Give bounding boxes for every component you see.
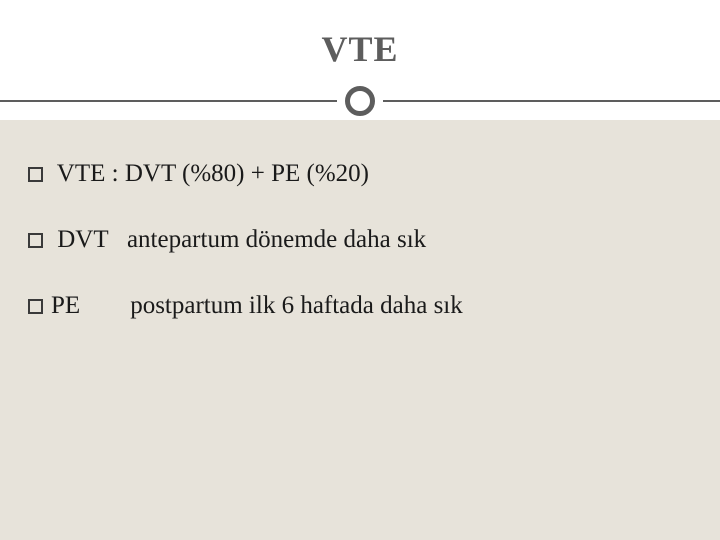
bullet-item: VTE : DVT (%80) + PE (%20) xyxy=(28,160,692,188)
bullet-text: postpartum ilk 6 haftada daha sık xyxy=(130,292,463,320)
bullet-label: PE xyxy=(51,292,130,320)
bullet-text: DVT (%80) + PE (%20) xyxy=(125,160,369,188)
circle-icon xyxy=(345,86,375,116)
slide: VTE VTE : DVT (%80) + PE (%20) DVT antep… xyxy=(0,0,720,540)
square-bullet-icon xyxy=(28,233,43,248)
bullet-label: DVT xyxy=(51,226,127,254)
square-bullet-icon xyxy=(28,167,43,182)
title-region: VTE xyxy=(0,0,720,120)
content-region: VTE : DVT (%80) + PE (%20) DVT antepartu… xyxy=(0,120,720,540)
bullet-text: antepartum dönemde daha sık xyxy=(127,226,426,254)
slide-title: VTE xyxy=(0,28,720,70)
bullet-item: PE postpartum ilk 6 haftada daha sık xyxy=(28,292,692,320)
bullet-label: VTE : xyxy=(51,160,125,188)
bullet-item: DVT antepartum dönemde daha sık xyxy=(28,226,692,254)
square-bullet-icon xyxy=(28,299,43,314)
